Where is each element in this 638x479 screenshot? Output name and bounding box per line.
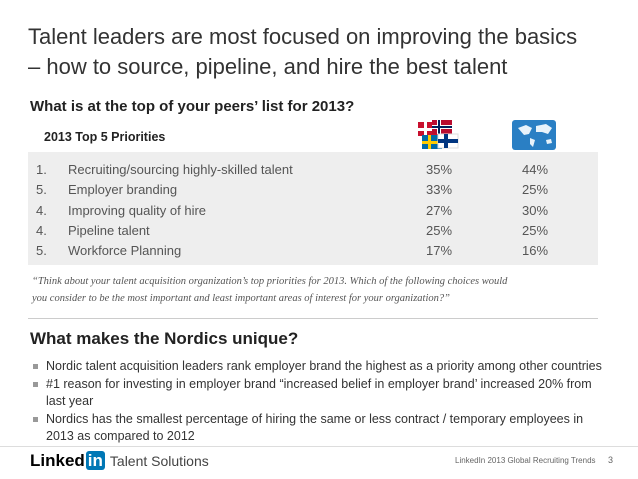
bullet-marker xyxy=(33,381,38,387)
logo-product: Talent Solutions xyxy=(109,453,209,469)
rank: 4. xyxy=(36,222,47,238)
bullet-text: Nordics has the smallest percentage of h… xyxy=(46,411,584,426)
quote: you consider to be the most important an… xyxy=(32,293,450,304)
table-caption: 2013 Top 5 Priorities xyxy=(44,130,166,144)
priority: Improving quality of hire xyxy=(68,202,207,218)
title: Talent leaders are most focused on impro… xyxy=(28,24,578,49)
divider xyxy=(28,318,598,319)
flags xyxy=(418,120,556,150)
footer-rule xyxy=(0,446,638,447)
bullet-text: last year xyxy=(46,394,94,408)
nordic-pct: 25% xyxy=(426,222,453,238)
table-body xyxy=(28,152,598,265)
quote: “Think about your talent acquisition org… xyxy=(32,276,508,287)
rank: 5. xyxy=(36,243,47,259)
nordic-pct: 27% xyxy=(426,202,453,218)
question: What is at the top of your peers’ list f… xyxy=(30,98,355,115)
logo-linked: Linked xyxy=(30,451,85,470)
footer-source: LinkedIn 2013 Global Recruiting Trends xyxy=(455,456,596,465)
nordic-pct: 17% xyxy=(426,243,453,259)
section-heading: What makes the Nordics unique? xyxy=(30,329,299,348)
bullet-text: 2013 as compared to 2012 xyxy=(46,429,195,443)
priority: Recruiting/sourcing highly-skilled talen… xyxy=(68,162,293,177)
bullet-text: Nordic talent acquisition leaders rank e… xyxy=(46,359,602,373)
global-pct: 30% xyxy=(522,202,549,218)
bullet-text: #1 reason for investing in employer bran… xyxy=(46,376,592,391)
rank: 1. xyxy=(36,162,47,177)
nordic-pct: 33% xyxy=(426,182,453,198)
global-pct: 16% xyxy=(522,243,549,259)
logo-in: in xyxy=(85,451,105,470)
priority: Workforce Planning xyxy=(68,243,182,259)
rank: 4. xyxy=(36,202,47,218)
rank: 5. xyxy=(36,182,47,198)
page-number: 3 xyxy=(608,455,614,465)
priority: Employer branding xyxy=(68,182,178,198)
title: – how to source, pipeline, and hire the … xyxy=(28,54,508,79)
bullet-marker xyxy=(33,364,38,369)
nordic-pct: 35% xyxy=(426,162,453,177)
logo: Linked in Talent Solutions xyxy=(30,451,209,471)
global-pct: 44% xyxy=(522,162,549,177)
global-pct: 25% xyxy=(522,182,549,198)
global-pct: 25% xyxy=(522,222,549,238)
priority: Pipeline talent xyxy=(68,222,150,238)
bullet-marker xyxy=(33,416,38,422)
